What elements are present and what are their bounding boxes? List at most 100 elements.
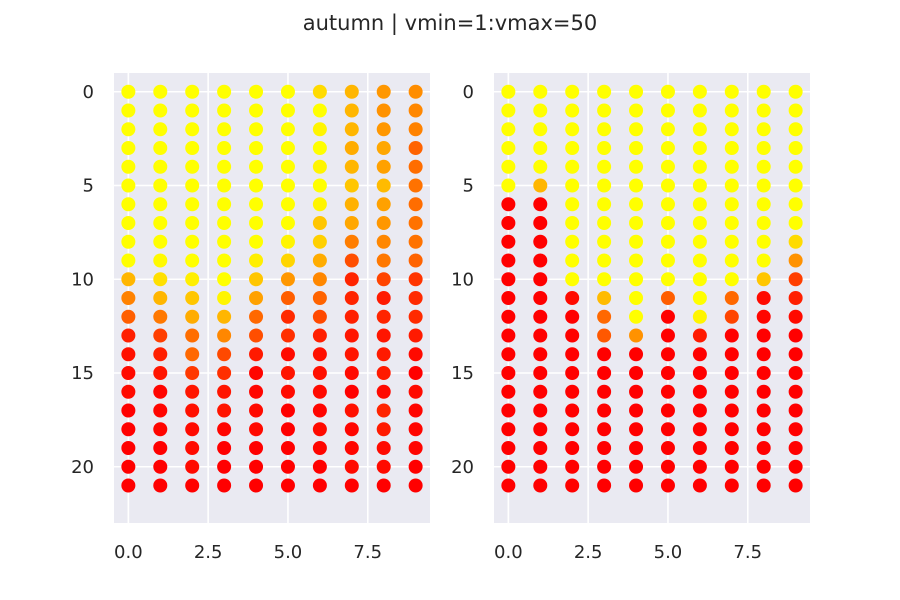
left-point-r16-c8 <box>376 384 391 399</box>
left-point-r19-c1 <box>153 441 168 455</box>
right-point-r9-c8 <box>756 253 771 268</box>
right-point-r5-c1 <box>533 178 548 193</box>
left-point-r3-c5 <box>280 141 295 155</box>
right-point-r4-c7 <box>724 159 739 174</box>
right-y-tick-labels: 0 5 10 15 20 <box>451 82 474 478</box>
right-point-r20-c3 <box>597 459 612 474</box>
left-point-r2-c5 <box>280 122 295 137</box>
right-point-r17-c2 <box>565 403 580 418</box>
left-point-r7-c3 <box>217 216 232 230</box>
right-subplot: 0.0 2.5 5.0 7.5 0 5 10 15 20 <box>451 73 810 563</box>
right-point-r4-c9 <box>788 159 803 174</box>
left-point-r12-c6 <box>312 309 327 324</box>
left-point-r19-c4 <box>249 441 264 455</box>
left-point-r15-c5 <box>280 366 295 380</box>
left-point-r2-c8 <box>376 122 391 137</box>
right-point-r18-c2 <box>565 422 580 437</box>
left-point-r11-c9 <box>408 291 423 305</box>
left-point-r18-c8 <box>376 422 391 437</box>
right-x-tick-label: 0.0 <box>494 542 523 563</box>
right-point-r15-c2 <box>565 366 580 380</box>
left-point-r7-c8 <box>376 216 391 230</box>
left-point-r18-c9 <box>408 422 423 437</box>
right-point-r19-c0 <box>501 441 516 455</box>
left-point-r4-c6 <box>312 159 327 174</box>
left-point-r9-c6 <box>312 253 327 268</box>
left-point-r9-c1 <box>153 253 168 268</box>
right-point-r0-c5 <box>660 84 675 99</box>
left-point-r19-c2 <box>185 441 200 455</box>
left-point-r1-c0 <box>121 103 136 118</box>
right-point-r0-c6 <box>692 84 707 99</box>
right-point-r11-c1 <box>533 291 548 305</box>
left-point-r5-c9 <box>408 178 423 193</box>
right-point-r5-c6 <box>692 178 707 193</box>
right-point-r13-c5 <box>660 328 675 343</box>
left-point-r13-c3 <box>217 328 232 343</box>
left-y-tick-label: 5 <box>83 176 94 197</box>
left-point-r21-c9 <box>408 478 423 493</box>
left-point-r15-c2 <box>185 366 200 380</box>
right-y-tick-label: 10 <box>451 269 474 290</box>
left-y-tick-label: 15 <box>71 363 94 384</box>
right-point-r12-c1 <box>533 309 548 324</box>
right-point-r20-c4 <box>629 459 644 474</box>
left-point-r3-c7 <box>344 141 359 155</box>
right-point-r18-c5 <box>660 422 675 437</box>
left-point-r7-c6 <box>312 216 327 230</box>
right-point-r14-c1 <box>533 347 548 362</box>
right-point-r13-c7 <box>724 328 739 343</box>
right-point-r19-c8 <box>756 441 771 455</box>
right-point-r7-c1 <box>533 216 548 230</box>
left-point-r0-c9 <box>408 84 423 99</box>
right-point-r0-c4 <box>629 84 644 99</box>
right-point-r21-c5 <box>660 478 675 493</box>
left-point-r10-c4 <box>249 272 264 287</box>
left-point-r6-c3 <box>217 197 232 212</box>
right-point-r18-c7 <box>724 422 739 437</box>
right-point-r2-c8 <box>756 122 771 137</box>
right-point-r6-c7 <box>724 197 739 212</box>
left-point-r12-c8 <box>376 309 391 324</box>
left-point-r16-c5 <box>280 384 295 399</box>
left-point-r8-c1 <box>153 234 168 249</box>
right-point-r9-c2 <box>565 253 580 268</box>
left-point-r10-c0 <box>121 272 136 287</box>
right-point-r21-c3 <box>597 478 612 493</box>
right-point-r18-c8 <box>756 422 771 437</box>
right-point-r3-c8 <box>756 141 771 155</box>
right-point-r1-c6 <box>692 103 707 118</box>
left-scatter-points <box>121 84 423 493</box>
right-x-tick-label: 2.5 <box>574 542 603 563</box>
right-point-r6-c0 <box>501 197 516 212</box>
right-point-r1-c9 <box>788 103 803 118</box>
right-point-r7-c7 <box>724 216 739 230</box>
left-point-r12-c2 <box>185 309 200 324</box>
right-point-r14-c8 <box>756 347 771 362</box>
right-point-r12-c3 <box>597 309 612 324</box>
figure-title: autumn | vmin=1:vmax=50 <box>303 11 597 36</box>
left-point-r7-c0 <box>121 216 136 230</box>
right-point-r14-c4 <box>629 347 644 362</box>
left-point-r4-c0 <box>121 159 136 174</box>
right-point-r3-c0 <box>501 141 516 155</box>
right-point-r21-c4 <box>629 478 644 493</box>
left-point-r12-c9 <box>408 309 423 324</box>
right-x-tick-label: 5.0 <box>654 542 683 563</box>
right-point-r17-c7 <box>724 403 739 418</box>
left-point-r4-c9 <box>408 159 423 174</box>
right-point-r21-c0 <box>501 478 516 493</box>
right-point-r9-c4 <box>629 253 644 268</box>
left-point-r3-c1 <box>153 141 168 155</box>
right-point-r2-c1 <box>533 122 548 137</box>
left-point-r17-c2 <box>185 403 200 418</box>
left-point-r14-c9 <box>408 347 423 362</box>
left-point-r10-c1 <box>153 272 168 287</box>
left-point-r10-c8 <box>376 272 391 287</box>
right-point-r18-c0 <box>501 422 516 437</box>
right-point-r21-c8 <box>756 478 771 493</box>
left-point-r13-c4 <box>249 328 264 343</box>
right-point-r19-c7 <box>724 441 739 455</box>
right-point-r11-c3 <box>597 291 612 305</box>
right-point-r6-c9 <box>788 197 803 212</box>
